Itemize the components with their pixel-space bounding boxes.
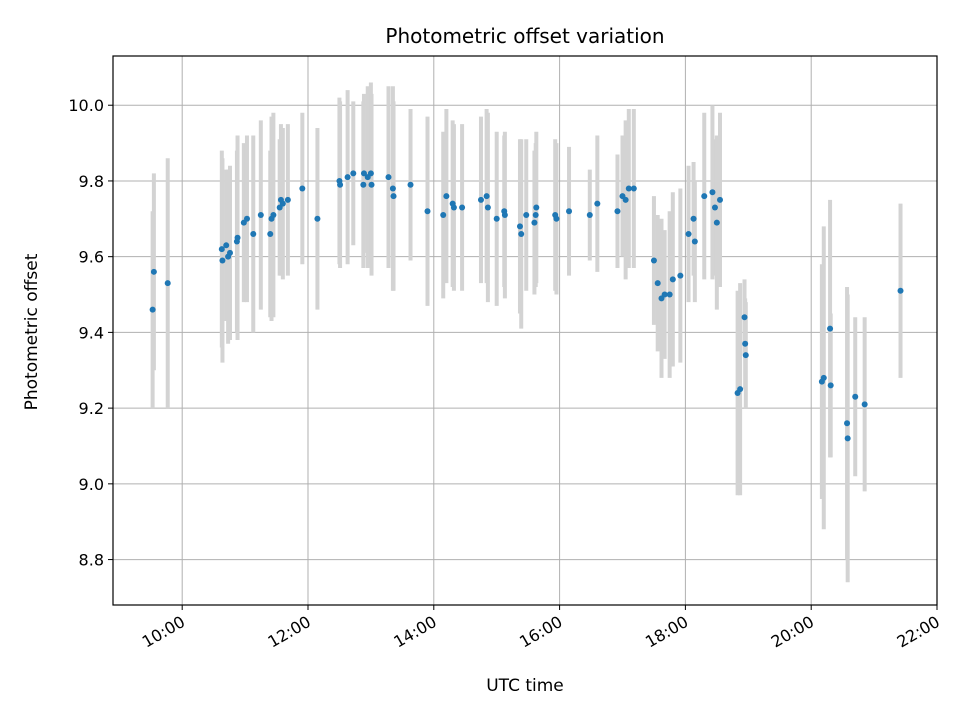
data-point: [390, 193, 397, 200]
y-tick-label: 9.8: [79, 172, 104, 191]
data-point: [661, 291, 668, 298]
data-point: [250, 230, 257, 237]
data-point: [713, 219, 720, 226]
y-tick-label: 9.4: [79, 323, 104, 342]
y-tick-label: 10.0: [68, 96, 104, 115]
data-point: [566, 208, 573, 215]
data-point: [625, 185, 632, 192]
data-point: [553, 215, 560, 222]
data-point: [654, 280, 661, 287]
data-point: [389, 185, 396, 192]
data-point: [350, 170, 357, 177]
data-point: [677, 272, 684, 279]
y-tick-label: 9.0: [79, 475, 104, 494]
data-point: [267, 230, 274, 237]
data-point: [218, 246, 225, 253]
data-point: [314, 215, 321, 222]
data-point: [516, 223, 523, 230]
data-point: [483, 193, 490, 200]
data-point: [234, 234, 241, 241]
data-point: [691, 238, 698, 245]
data-point: [257, 212, 264, 219]
data-point: [344, 174, 351, 181]
data-point: [150, 268, 157, 275]
y-axis-title: Photometric offset: [22, 253, 42, 410]
data-point: [523, 212, 530, 219]
data-point: [742, 340, 749, 347]
data-point: [533, 204, 540, 211]
data-point: [622, 196, 629, 203]
data-point: [219, 257, 226, 264]
data-point: [360, 181, 367, 188]
data-point: [149, 306, 156, 313]
data-point: [690, 215, 697, 222]
data-point: [827, 325, 834, 332]
plot-frame: [112, 55, 938, 606]
data-point: [407, 181, 414, 188]
data-point: [459, 204, 466, 211]
data-point: [844, 435, 851, 442]
data-point: [685, 230, 692, 237]
data-point: [360, 170, 367, 177]
data-points: [149, 170, 904, 442]
data-point: [226, 249, 233, 256]
data-point: [484, 204, 491, 211]
data-point: [716, 196, 723, 203]
data-point: [737, 386, 744, 393]
data-point: [669, 276, 676, 283]
data-point: [299, 185, 306, 192]
data-point: [501, 212, 508, 219]
data-point: [223, 242, 230, 249]
data-point: [493, 215, 500, 222]
data-point: [279, 200, 286, 207]
data-point: [440, 212, 447, 219]
data-point: [594, 200, 601, 207]
data-point: [630, 185, 637, 192]
data-point: [164, 280, 171, 287]
data-point: [270, 212, 277, 219]
data-point: [666, 291, 673, 298]
x-axis-title: UTC time: [486, 676, 564, 696]
y-axis-ticks: 8.8 9.0 9.2 9.4 9.6 9.8 10.0: [68, 96, 113, 570]
data-point: [337, 181, 344, 188]
data-point: [820, 374, 827, 381]
y-tick-label: 9.2: [79, 399, 104, 418]
data-point: [709, 189, 716, 196]
data-point: [368, 181, 375, 188]
data-point: [531, 219, 538, 226]
data-point: [284, 196, 291, 203]
data-point: [861, 401, 868, 408]
data-point: [701, 193, 708, 200]
data-point: [742, 352, 749, 359]
data-point: [450, 204, 457, 211]
chart-title: Photometric offset variation: [385, 24, 664, 48]
data-point: [650, 257, 657, 264]
data-point: [477, 196, 484, 203]
data-point: [385, 174, 392, 181]
data-point: [243, 215, 250, 222]
y-tick-label: 9.6: [79, 248, 104, 267]
data-point: [844, 420, 851, 427]
data-point: [897, 287, 904, 294]
data-point: [711, 204, 718, 211]
data-point: [586, 212, 593, 219]
data-point: [852, 393, 859, 400]
data-point: [614, 208, 621, 215]
data-point: [741, 314, 748, 321]
data-point: [424, 208, 431, 215]
data-point: [518, 230, 525, 237]
data-point: [827, 382, 834, 389]
data-point: [532, 212, 539, 219]
y-tick-label: 8.8: [79, 551, 104, 570]
data-point: [367, 170, 374, 177]
data-point: [443, 193, 450, 200]
